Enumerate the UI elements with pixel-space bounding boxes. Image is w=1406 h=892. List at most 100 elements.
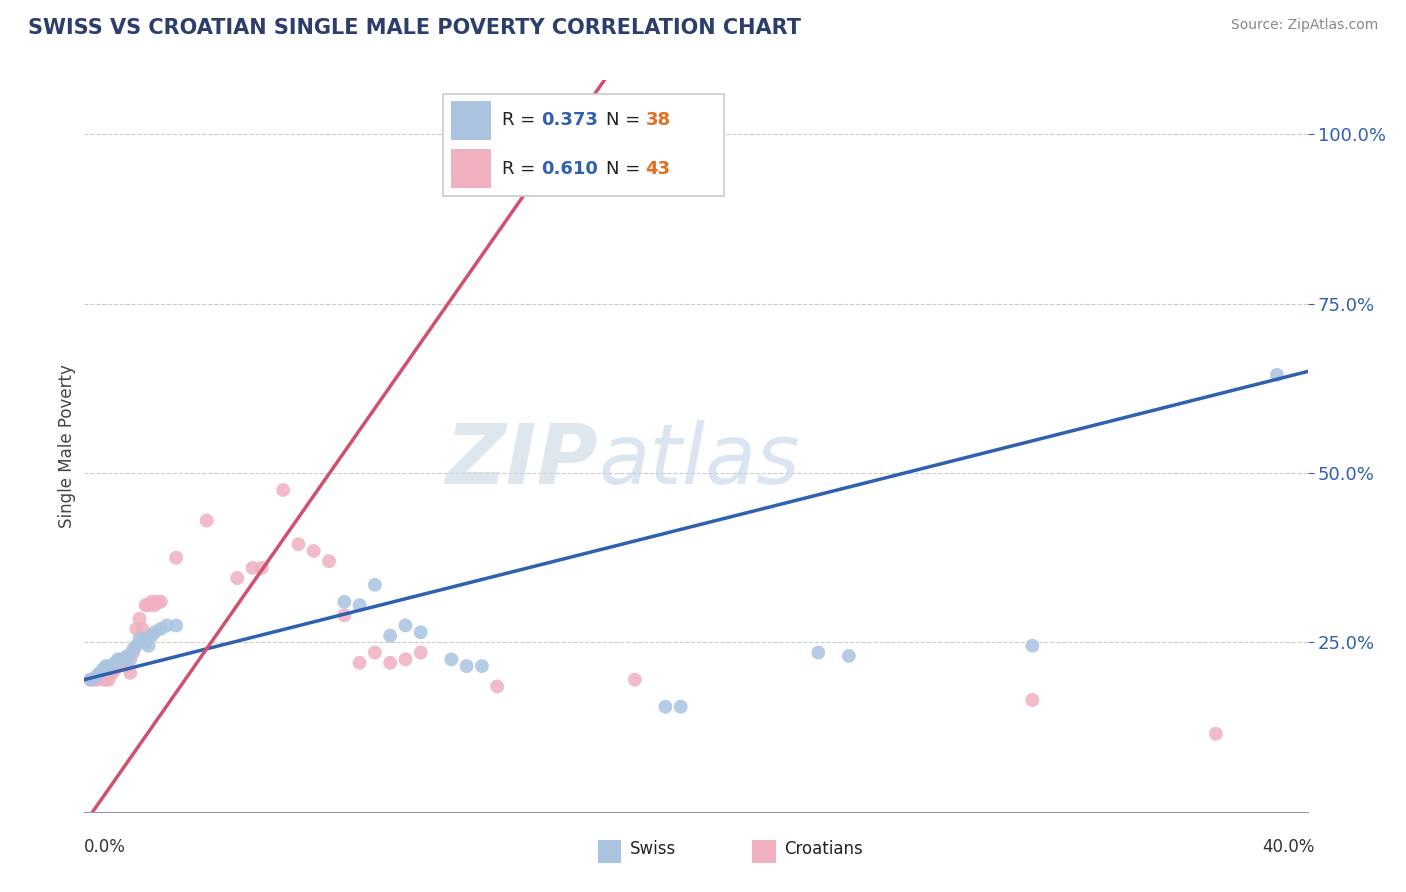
Point <box>97 673 120 687</box>
Point <box>165 550 187 565</box>
Point <box>349 598 371 612</box>
Point <box>380 656 402 670</box>
Point <box>156 618 179 632</box>
Text: Swiss: Swiss <box>630 840 676 858</box>
Text: 43: 43 <box>645 160 671 178</box>
Text: 0.610: 0.610 <box>541 160 598 178</box>
Point <box>131 632 153 646</box>
Point <box>86 669 108 683</box>
Point <box>456 659 478 673</box>
Point <box>115 648 138 663</box>
Point <box>101 665 124 680</box>
Text: 40.0%: 40.0% <box>1263 838 1315 856</box>
Point <box>141 595 163 609</box>
Point <box>409 625 432 640</box>
Point <box>107 659 129 673</box>
Point <box>838 648 860 663</box>
Point <box>394 652 416 666</box>
Point <box>242 561 264 575</box>
Point <box>79 673 101 687</box>
Point <box>125 639 148 653</box>
Point <box>287 537 309 551</box>
Point <box>1021 639 1043 653</box>
Point <box>91 663 114 677</box>
Point <box>165 618 187 632</box>
Point <box>122 646 145 660</box>
Point <box>83 673 105 687</box>
Point <box>226 571 249 585</box>
Point <box>107 652 129 666</box>
Point <box>122 642 145 657</box>
Point <box>112 652 135 666</box>
Point <box>195 514 218 528</box>
Bar <box>451 101 491 140</box>
Point <box>110 652 132 666</box>
Point <box>138 598 160 612</box>
Point <box>364 578 387 592</box>
Text: Source: ZipAtlas.com: Source: ZipAtlas.com <box>1230 18 1378 32</box>
Point <box>1021 693 1043 707</box>
Point <box>110 656 132 670</box>
Point <box>271 483 294 497</box>
Text: N =: N = <box>606 112 645 129</box>
Point <box>250 561 273 575</box>
Point <box>131 622 153 636</box>
Text: 0.0%: 0.0% <box>84 838 127 856</box>
Text: R =: R = <box>502 160 541 178</box>
Point <box>1265 368 1288 382</box>
Point <box>125 622 148 636</box>
Text: R =: R = <box>502 112 541 129</box>
Point <box>654 699 676 714</box>
Point <box>807 646 830 660</box>
Point <box>135 635 157 649</box>
Point <box>135 598 157 612</box>
Point <box>624 673 647 687</box>
Point <box>120 652 142 666</box>
Point <box>104 656 127 670</box>
Point <box>91 673 114 687</box>
Point <box>440 652 463 666</box>
Point <box>79 673 101 687</box>
FancyBboxPatch shape <box>443 94 724 196</box>
Text: ZIP: ZIP <box>446 420 598 501</box>
Point <box>141 629 163 643</box>
Text: SWISS VS CROATIAN SINGLE MALE POVERTY CORRELATION CHART: SWISS VS CROATIAN SINGLE MALE POVERTY CO… <box>28 18 801 37</box>
Point <box>318 554 340 568</box>
Point <box>364 646 387 660</box>
Point <box>1205 727 1227 741</box>
Point <box>302 544 325 558</box>
Point <box>94 659 117 673</box>
Point <box>149 622 172 636</box>
Point <box>149 595 172 609</box>
Point <box>486 680 509 694</box>
Point <box>409 646 432 660</box>
Point <box>120 665 142 680</box>
Text: N =: N = <box>606 160 645 178</box>
Text: Croatians: Croatians <box>785 840 863 858</box>
Point <box>138 639 160 653</box>
Point <box>394 618 416 632</box>
Point <box>86 673 108 687</box>
Bar <box>451 149 491 188</box>
Point <box>128 632 150 646</box>
Point <box>89 665 111 680</box>
Point <box>112 652 135 666</box>
Point <box>143 598 166 612</box>
Point <box>143 625 166 640</box>
Point <box>115 659 138 673</box>
Text: 0.373: 0.373 <box>541 112 598 129</box>
Point <box>380 629 402 643</box>
Point <box>97 659 120 673</box>
Text: atlas: atlas <box>598 420 800 501</box>
Point <box>104 663 127 677</box>
Point <box>669 699 692 714</box>
Point <box>349 656 371 670</box>
Point <box>89 669 111 683</box>
Y-axis label: Single Male Poverty: Single Male Poverty <box>58 364 76 528</box>
Text: 38: 38 <box>645 112 671 129</box>
Point <box>333 608 356 623</box>
Point <box>128 612 150 626</box>
Point <box>94 673 117 687</box>
Point <box>333 595 356 609</box>
Point <box>146 595 169 609</box>
